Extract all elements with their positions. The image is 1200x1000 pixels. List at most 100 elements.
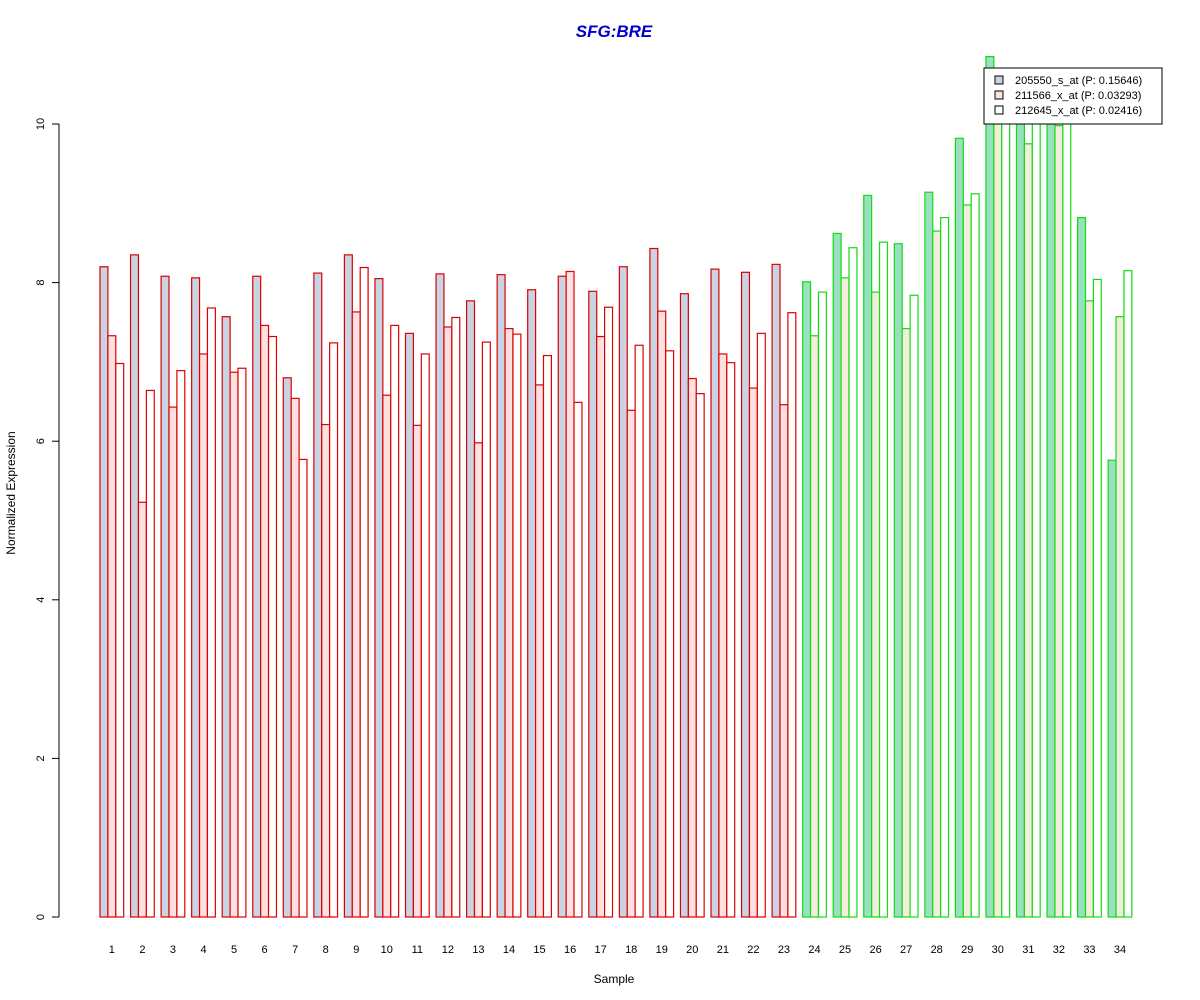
x-tick-label: 5 [231,944,237,956]
bar [687,377,697,918]
x-tick-label: 29 [961,944,973,956]
bar [840,277,850,918]
bar [435,273,445,918]
bar [718,353,728,918]
y-tick-label: 8 [35,280,47,286]
bar [588,290,598,918]
bar [229,371,239,918]
legend-swatch-3 [994,105,1004,115]
bar [168,406,178,918]
x-tick-label: 30 [992,944,1004,956]
bar [695,393,705,918]
bar [940,216,950,918]
bar [481,341,491,918]
bar [267,335,278,918]
bar [596,335,606,918]
x-tick-label: 10 [381,944,393,956]
bar [99,266,109,918]
bar [359,266,369,918]
legend-box [983,67,1163,125]
bar [626,409,636,918]
bar [924,191,934,918]
bar [1076,216,1087,918]
bar [832,232,842,918]
x-tick-label: 16 [564,944,576,956]
x-tick-label: 26 [869,944,881,956]
bar [909,294,919,918]
bar [115,362,125,918]
bar [534,384,545,918]
bar [329,342,339,918]
legend: 205550_s_at (P: 0.15646) 211566_x_at (P:… [983,67,1163,125]
x-tick-label: 6 [262,944,268,956]
bar [710,268,720,918]
bar [145,389,155,918]
bar [351,311,361,918]
bar [557,275,567,918]
x-tick-label: 13 [472,944,484,956]
bar [748,387,758,918]
bar [107,335,117,918]
bar [512,333,522,918]
x-tick-label: 32 [1053,944,1065,956]
bar [893,243,903,918]
bar [787,312,797,918]
bar [802,281,812,918]
bar [565,270,575,918]
bar [878,241,889,918]
bar [313,272,323,918]
y-axis-label: Normalized Expression [4,431,18,554]
bar [603,306,614,918]
legend-swatch-1 [994,75,1004,85]
bar [321,423,331,918]
bar [221,316,231,918]
bar [382,394,392,918]
bar [1084,300,1095,918]
x-tick-label: 25 [839,944,851,956]
bar [237,367,247,918]
x-tick-label: 11 [412,944,423,956]
bar [527,289,537,918]
bar [665,350,675,918]
bar [191,277,201,918]
bar [871,291,881,918]
bars [99,55,1133,918]
bar [1062,115,1072,918]
x-tick-label: 14 [503,944,515,956]
bar [206,307,216,918]
bar [634,344,644,918]
x-tick-label: 31 [1022,944,1034,956]
bar [771,263,781,918]
x-tick-label: 4 [200,944,206,956]
bar [863,194,873,918]
x-tick-label: 18 [625,944,637,956]
legend-label-3: 212645_x_at (P: 0.02416) [1015,105,1142,117]
bar [160,275,170,918]
x-tick-label: 22 [747,944,759,956]
x-tick-label: 27 [900,944,912,956]
x-tick-label: 1 [109,944,115,956]
axes [52,123,60,918]
bar [618,266,628,918]
bar [504,327,514,918]
x-tick-label: 17 [595,944,607,956]
bar [343,254,353,918]
x-tick-label: 28 [931,944,943,956]
bar [129,254,140,918]
bar [901,327,911,918]
x-tick-labels: 1 2 3 4 5 6 7 8 9 10 11 12 13 14 15 16 17 18 19 20 21 22 23 24 2… [109,944,1126,956]
bar [496,274,506,918]
y-tick-label: 2 [35,755,47,761]
bar [412,424,422,918]
bar [1023,143,1033,918]
bar [420,353,430,918]
bar [1031,91,1041,918]
x-tick-label: 9 [353,944,359,956]
legend-label-1: 205550_s_at (P: 0.15646) [1015,75,1142,87]
bar [779,404,789,918]
bar [993,115,1003,918]
bar [740,271,751,918]
bar [198,353,209,918]
bar [573,401,583,918]
